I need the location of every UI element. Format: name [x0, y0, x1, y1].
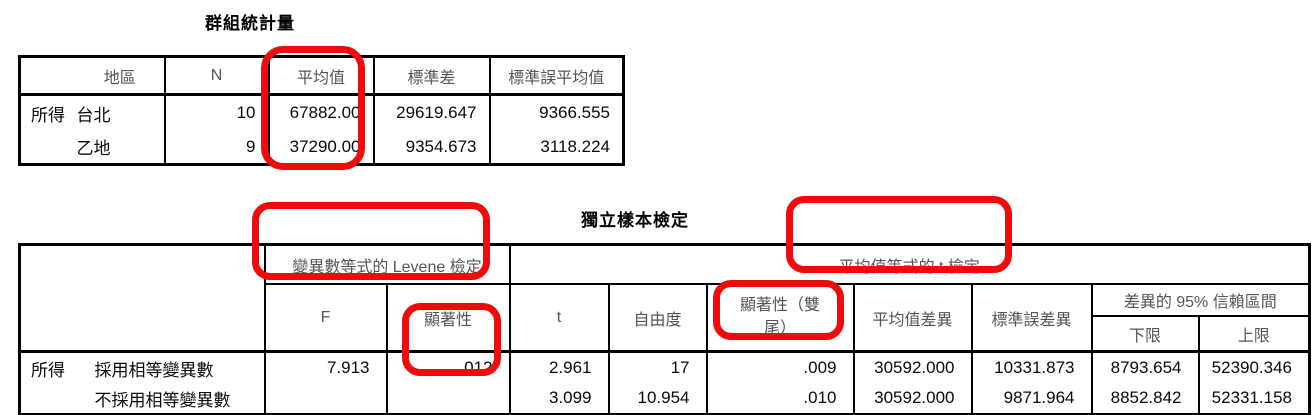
ttest-span-header: 平均值等式的 t 檢定	[508, 244, 1310, 285]
ci-span-header: 差異的 95% 信賴區間	[1090, 284, 1310, 317]
cell-lower: 8852.842	[1090, 383, 1199, 415]
col-header-sig: 顯著性	[385, 284, 510, 352]
group-stats-header-row: 地區 N 平均值 標準差 標準誤平均值	[19, 56, 624, 96]
row-condition-label: 採用相等變異數	[74, 350, 265, 383]
row-condition-label: 不採用相等變異數	[94, 390, 231, 410]
col-header-n: N	[163, 56, 269, 96]
cell-se-diff: 10331.873	[970, 350, 1092, 383]
cell-upper: 52331.158	[1197, 383, 1310, 415]
col-header-se: 標準誤平均值	[488, 56, 624, 96]
row-variable-label	[20, 383, 75, 415]
cell-se-diff: 9871.964	[970, 383, 1092, 415]
col-header-f: F	[263, 284, 387, 352]
col-header-sig2: 顯著性（雙尾）	[705, 284, 854, 352]
table-row: 不採用相等變異數 3.099 10.954 .010 30592.000 987…	[20, 383, 1310, 415]
table-row: 乙地 9 37290.00 9354.673 3118.224	[20, 130, 624, 165]
col-header-lower: 下限	[1090, 316, 1199, 352]
col-header-mean-diff: 平均值差異	[852, 284, 972, 352]
col-header-mean: 平均值	[267, 56, 374, 96]
cell-mean: 37290.00	[267, 130, 374, 165]
cell-mean-diff: 30592.000	[852, 383, 972, 415]
cell-sig: .012	[385, 350, 510, 383]
independent-samples-test-table: 變異數等式的 Levene 檢定 平均值等式的 t 檢定 F 顯著性 t 自由度…	[18, 243, 1312, 415]
row-variable-label	[20, 130, 75, 165]
ci-subheader-row: 下限 上限	[20, 316, 1310, 352]
cell-se: 3118.224	[488, 130, 624, 165]
cell-t: 2.961	[508, 350, 609, 383]
col-header-t: t	[508, 284, 609, 352]
cell-df: 17	[607, 350, 707, 383]
row-group-label: 台北	[76, 105, 111, 125]
table-row: 所得 台北 10 67882.00 29619.647 9366.555	[20, 94, 624, 130]
cell-sd: 9354.673	[372, 130, 490, 165]
cell-sig	[385, 383, 510, 415]
row-group-label: 乙地	[76, 139, 111, 158]
cell-df: 10.954	[607, 383, 707, 415]
cell-sig2: .009	[705, 350, 854, 383]
col-header-region: 地區	[19, 56, 165, 96]
cell-t: 3.099	[508, 383, 609, 415]
span-header-row: 變異數等式的 Levene 檢定 平均值等式的 t 檢定	[20, 244, 1310, 285]
cell-n: 9	[163, 130, 269, 165]
col-header-sd: 標準差	[372, 56, 490, 96]
cell-upper: 52390.346	[1197, 350, 1310, 383]
row-variable-label: 所得	[19, 350, 75, 383]
cell-mean: 67882.00	[267, 94, 374, 130]
column-header-row: F 顯著性 t 自由度 顯著性（雙尾） 平均值差異 標準誤差異 差異的 95% …	[20, 284, 1310, 352]
ttest-title: 獨立樣本檢定	[581, 211, 689, 230]
col-header-se-diff: 標準誤差異	[970, 284, 1092, 352]
row-variable-label: 所得	[31, 105, 65, 125]
sig2-header-text: 顯著性（雙尾）	[740, 297, 821, 337]
col-header-upper: 上限	[1197, 316, 1310, 352]
cell-f: 7.913	[263, 350, 387, 383]
levene-span-header: 變異數等式的 Levene 檢定	[263, 244, 510, 285]
col-header-df: 自由度	[607, 284, 707, 352]
cell-sd: 29619.647	[372, 94, 490, 130]
row-label-header-cell	[20, 245, 265, 352]
group-stats-title: 群組統計量	[205, 14, 295, 33]
cell-f	[263, 383, 387, 415]
table-row: 所得 採用相等變異數 7.913 .012 2.961 17 .009 3059…	[19, 350, 1310, 383]
cell-sig2: .010	[705, 383, 854, 415]
group-stats-table: 地區 N 平均值 標準差 標準誤平均值 所得 台北 10 67882.00 29…	[18, 55, 626, 166]
cell-mean-diff: 30592.000	[852, 350, 972, 383]
cell-n: 10	[163, 94, 269, 130]
cell-se: 9366.555	[488, 94, 624, 130]
cell-lower: 8793.654	[1090, 350, 1199, 383]
